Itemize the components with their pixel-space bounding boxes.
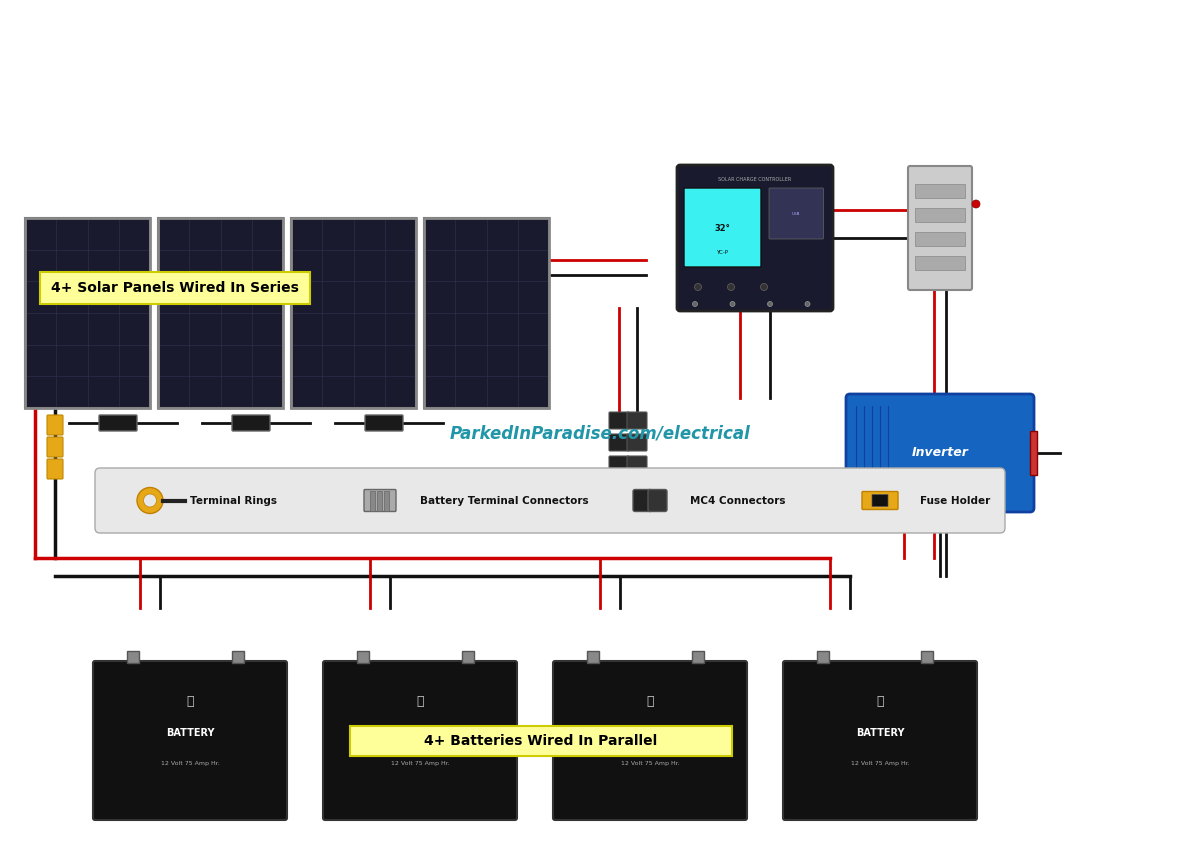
FancyBboxPatch shape xyxy=(25,218,150,408)
FancyBboxPatch shape xyxy=(691,651,703,663)
FancyBboxPatch shape xyxy=(610,412,629,429)
Text: BATTERY: BATTERY xyxy=(166,728,215,738)
Circle shape xyxy=(695,283,702,291)
FancyBboxPatch shape xyxy=(350,726,732,756)
Bar xyxy=(384,491,389,511)
Text: 12 Volt 75 Amp Hr.: 12 Volt 75 Amp Hr. xyxy=(620,761,679,766)
FancyBboxPatch shape xyxy=(628,434,647,451)
Circle shape xyxy=(761,283,768,291)
FancyBboxPatch shape xyxy=(358,651,370,663)
Bar xyxy=(916,184,965,198)
FancyBboxPatch shape xyxy=(634,490,652,511)
Bar xyxy=(377,491,382,511)
Text: 12 Volt 75 Amp Hr.: 12 Volt 75 Amp Hr. xyxy=(161,761,220,766)
Bar xyxy=(158,218,283,408)
Bar xyxy=(25,218,150,408)
FancyBboxPatch shape xyxy=(47,415,64,435)
FancyBboxPatch shape xyxy=(47,437,64,457)
FancyBboxPatch shape xyxy=(610,456,629,473)
Text: 12 Volt 75 Amp Hr.: 12 Volt 75 Amp Hr. xyxy=(391,761,449,766)
FancyBboxPatch shape xyxy=(862,492,898,510)
Bar xyxy=(424,218,550,408)
Bar xyxy=(370,491,374,511)
Text: Inverter: Inverter xyxy=(912,446,968,460)
Text: BATTERY: BATTERY xyxy=(396,728,444,738)
Text: ParkedInParadise.com/electrical: ParkedInParadise.com/electrical xyxy=(450,424,750,442)
FancyBboxPatch shape xyxy=(684,188,761,267)
Circle shape xyxy=(805,301,810,306)
FancyBboxPatch shape xyxy=(872,494,888,506)
Circle shape xyxy=(730,301,734,306)
FancyBboxPatch shape xyxy=(553,661,748,820)
FancyBboxPatch shape xyxy=(232,651,244,663)
FancyBboxPatch shape xyxy=(610,434,629,451)
Circle shape xyxy=(972,200,980,208)
FancyBboxPatch shape xyxy=(424,218,550,408)
Text: Fuse Holder: Fuse Holder xyxy=(920,496,990,505)
Text: BATTERY: BATTERY xyxy=(856,728,905,738)
FancyBboxPatch shape xyxy=(817,651,829,663)
Text: USB: USB xyxy=(792,212,800,216)
Text: ⎓: ⎓ xyxy=(647,695,654,708)
Circle shape xyxy=(768,301,773,306)
Bar xyxy=(1030,431,1037,475)
Text: YC-P: YC-P xyxy=(716,250,728,255)
FancyBboxPatch shape xyxy=(922,651,934,663)
FancyBboxPatch shape xyxy=(769,188,823,239)
Circle shape xyxy=(692,301,697,306)
FancyBboxPatch shape xyxy=(462,651,474,663)
FancyBboxPatch shape xyxy=(628,456,647,473)
FancyBboxPatch shape xyxy=(158,218,283,408)
FancyBboxPatch shape xyxy=(98,415,137,431)
Text: 32°: 32° xyxy=(714,224,731,233)
Bar xyxy=(916,256,965,270)
FancyBboxPatch shape xyxy=(94,661,287,820)
FancyBboxPatch shape xyxy=(846,394,1034,512)
Circle shape xyxy=(144,494,156,507)
Text: ⎓: ⎓ xyxy=(416,695,424,708)
FancyBboxPatch shape xyxy=(47,459,64,479)
Text: Terminal Rings: Terminal Rings xyxy=(190,496,277,505)
Circle shape xyxy=(727,283,734,291)
Circle shape xyxy=(137,487,163,513)
Text: 12 Volt 75 Amp Hr.: 12 Volt 75 Amp Hr. xyxy=(851,761,910,766)
Bar xyxy=(916,208,965,222)
FancyBboxPatch shape xyxy=(628,412,647,429)
FancyBboxPatch shape xyxy=(95,468,1004,533)
FancyBboxPatch shape xyxy=(648,490,667,511)
FancyBboxPatch shape xyxy=(908,166,972,290)
Bar xyxy=(916,232,965,246)
FancyBboxPatch shape xyxy=(292,218,416,408)
Text: 4+ Solar Panels Wired In Series: 4+ Solar Panels Wired In Series xyxy=(52,281,299,294)
FancyBboxPatch shape xyxy=(127,651,139,663)
FancyBboxPatch shape xyxy=(364,490,396,511)
FancyBboxPatch shape xyxy=(677,165,833,311)
Bar xyxy=(292,218,416,408)
Text: ⎓: ⎓ xyxy=(876,695,883,708)
Text: SOLAR CHARGE CONTROLLER: SOLAR CHARGE CONTROLLER xyxy=(719,177,792,182)
FancyBboxPatch shape xyxy=(365,415,403,431)
Text: Battery Terminal Connectors: Battery Terminal Connectors xyxy=(420,496,589,505)
Text: BATTERY: BATTERY xyxy=(625,728,674,738)
Text: ⎓: ⎓ xyxy=(186,695,193,708)
FancyBboxPatch shape xyxy=(232,415,270,431)
Text: 4+ Batteries Wired In Parallel: 4+ Batteries Wired In Parallel xyxy=(425,734,658,748)
FancyBboxPatch shape xyxy=(40,271,310,304)
FancyBboxPatch shape xyxy=(323,661,517,820)
Text: MC4 Connectors: MC4 Connectors xyxy=(690,496,786,505)
FancyBboxPatch shape xyxy=(587,651,599,663)
FancyBboxPatch shape xyxy=(784,661,977,820)
